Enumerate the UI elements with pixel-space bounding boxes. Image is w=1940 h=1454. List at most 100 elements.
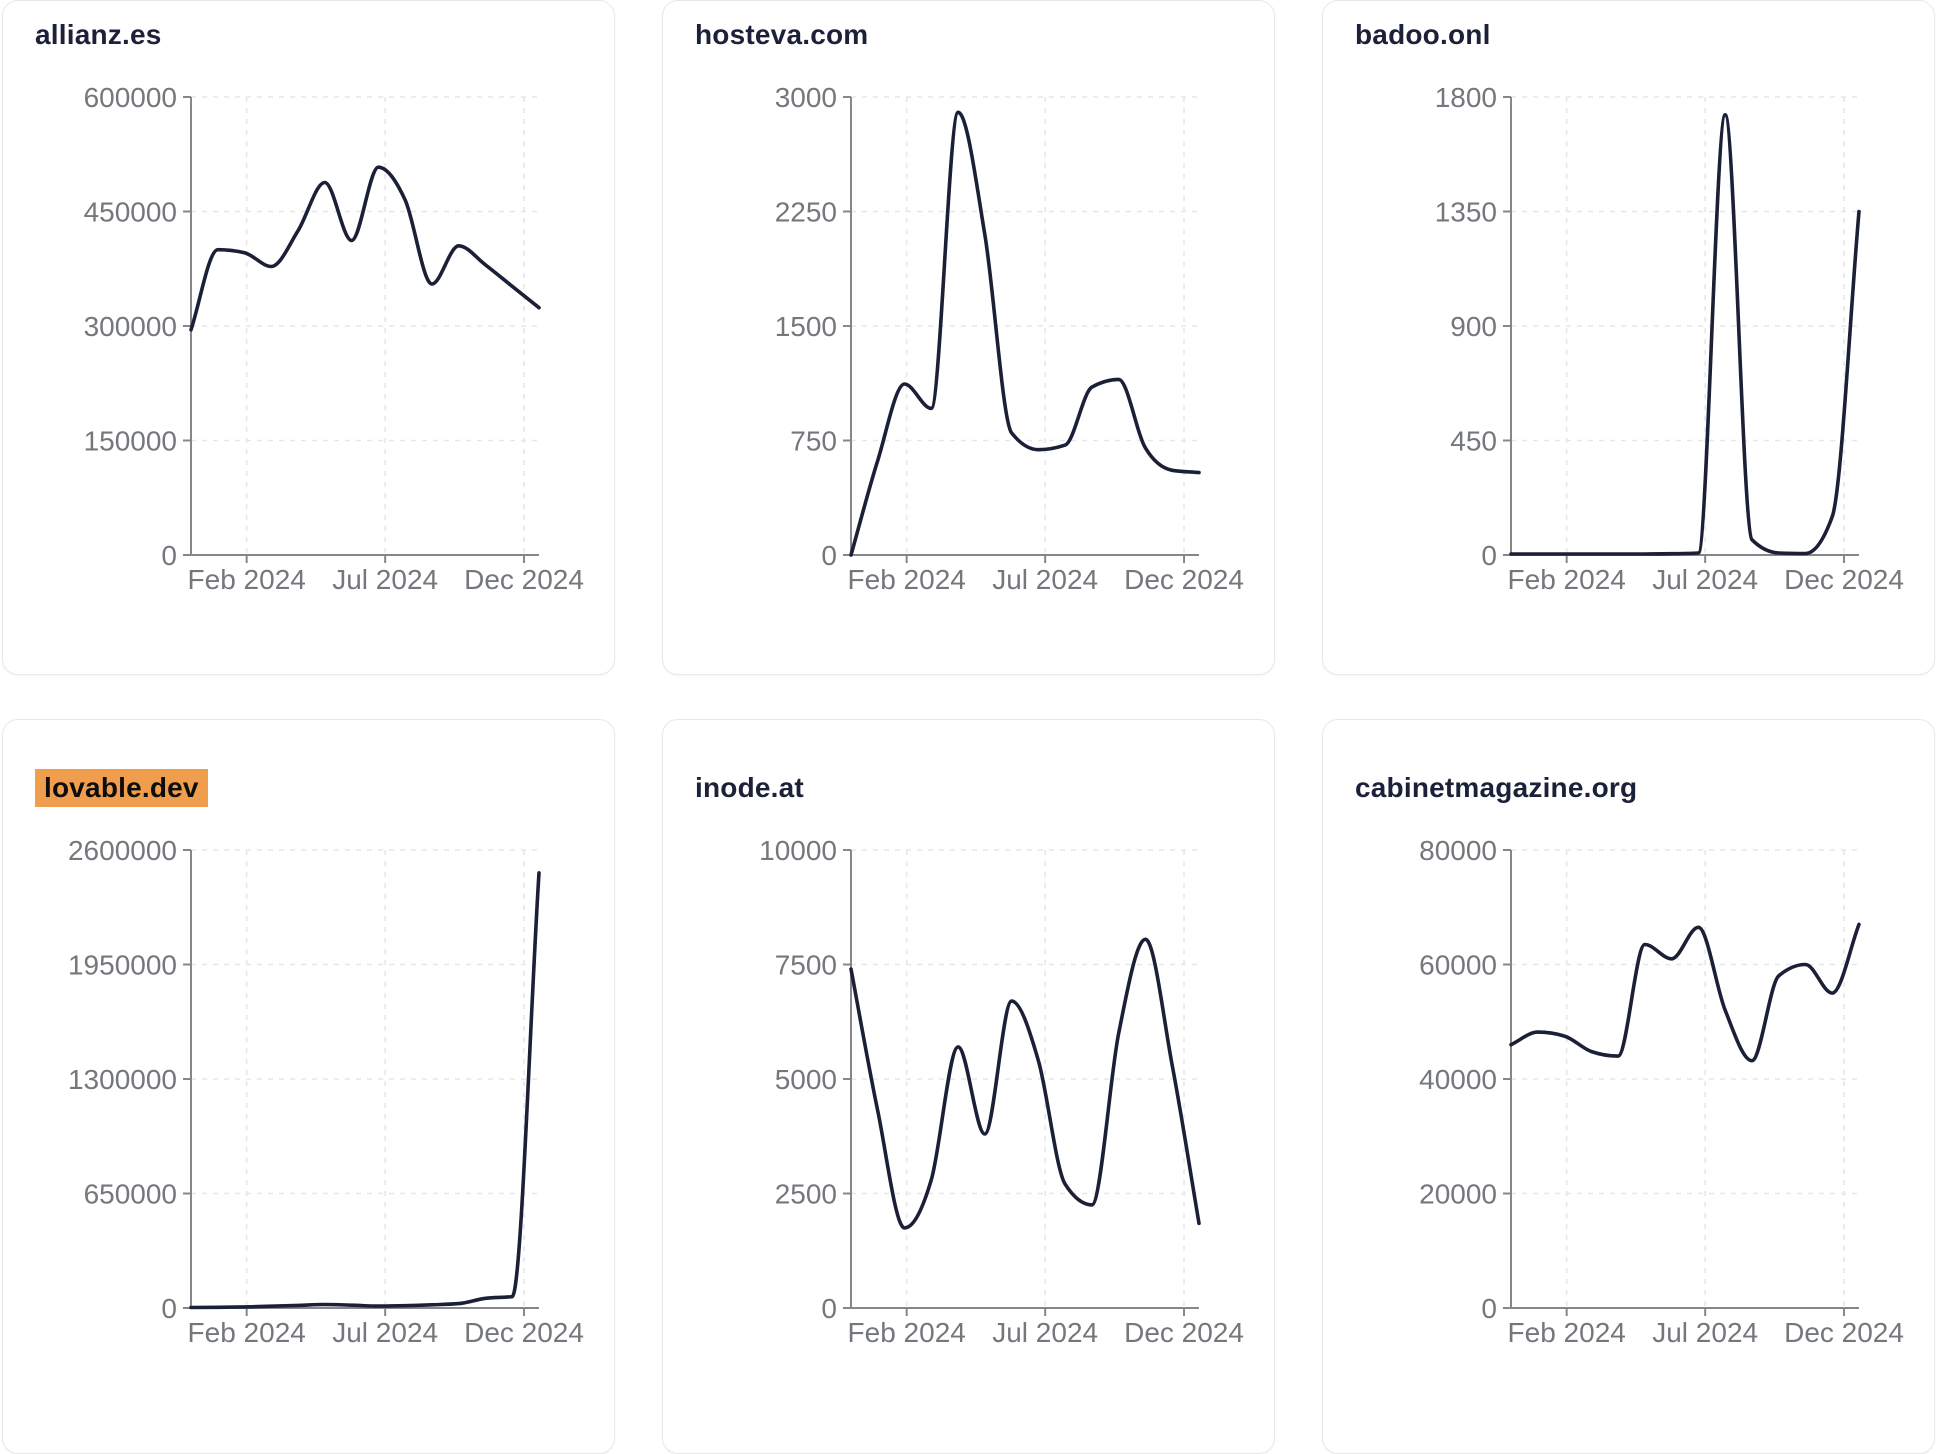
y-tick-label: 1800 <box>1435 82 1497 113</box>
y-tick-label: 3000 <box>775 82 837 113</box>
x-tick-label: Feb 2024 <box>188 1317 306 1348</box>
y-tick-label: 750 <box>790 425 837 456</box>
y-tick-label: 0 <box>1481 1293 1497 1324</box>
h-gridlines <box>191 96 539 442</box>
y-tick-label: 10000 <box>759 835 837 866</box>
axes <box>183 96 539 563</box>
y-tick-label: 650000 <box>84 1178 177 1209</box>
data-line <box>1509 113 1861 556</box>
data-line <box>1509 922 1861 1063</box>
h-gridlines <box>851 96 1199 442</box>
x-tick-label: Dec 2024 <box>1124 564 1244 595</box>
chart-card-cabinetmagazine: cabinetmagazine.org 0 20000 40000 60000 8000… <box>1322 719 1935 1454</box>
y-tick-label: 40000 <box>1419 1064 1497 1095</box>
y-tick-label: 1300000 <box>68 1064 177 1095</box>
chart-title: lovable.dev <box>35 769 590 807</box>
x-tick-label: Jul 2024 <box>332 1317 438 1348</box>
y-tick-label: 0 <box>161 1293 177 1324</box>
axes <box>1503 96 1859 563</box>
y-tick-label: 0 <box>821 540 837 571</box>
line-chart-svg: 0 150000 300000 450000 600000 Feb 2024 Jul 202… <box>84 82 584 595</box>
data-line <box>849 937 1201 1230</box>
y-tick-label: 80000 <box>1419 835 1497 866</box>
chart-title: hosteva.com <box>695 17 1250 53</box>
y-tick-label: 1350 <box>1435 196 1497 227</box>
x-tick-label: Dec 2024 <box>1784 564 1904 595</box>
h-gridlines <box>1511 849 1859 1195</box>
line-chart-svg: 0 450 900 1350 1800 Feb 2024 Jul 2024 Dec 2024 <box>1435 82 1904 595</box>
domain-label: allianz.es <box>35 19 162 50</box>
y-tick-label: 2500 <box>775 1178 837 1209</box>
h-gridlines <box>1511 96 1859 442</box>
x-tick-label: Dec 2024 <box>1784 1317 1904 1348</box>
line-chart-svg: 0 650000 1300000 1950000 2600000 Feb 2024 Jul … <box>68 835 584 1348</box>
h-gridlines <box>851 849 1199 1195</box>
y-tick-label: 1950000 <box>68 949 177 980</box>
x-tick-label: Jul 2024 <box>992 564 1098 595</box>
y-tick-label: 20000 <box>1419 1178 1497 1209</box>
y-tick-label: 450 <box>1450 425 1497 456</box>
x-tick-label: Jul 2024 <box>992 1317 1098 1348</box>
y-tick-label: 600000 <box>84 82 177 113</box>
y-tick-label: 0 <box>1481 540 1497 571</box>
chart-title: inode.at <box>695 770 1250 806</box>
data-line <box>849 110 1201 557</box>
axes <box>843 96 1199 563</box>
axes <box>183 849 539 1316</box>
x-tick-label: Dec 2024 <box>464 564 584 595</box>
x-tick-label: Feb 2024 <box>1508 564 1626 595</box>
y-tick-label: 60000 <box>1419 949 1497 980</box>
x-tick-label: Jul 2024 <box>1652 1317 1758 1348</box>
chart-card-inode: inode.at 0 2500 5000 7500 10000 Feb 2024 Jul 2… <box>662 719 1275 1454</box>
chart-card-allianz: allianz.es 0 150000 300000 450000 600000 Feb … <box>2 0 615 675</box>
v-gridlines <box>245 97 525 555</box>
data-line <box>189 871 541 1310</box>
tick-labels: 0 650000 1300000 1950000 2600000 Feb 2024 Jul … <box>68 835 584 1348</box>
tick-labels: 0 150000 300000 450000 600000 Feb 2024 Jul 202… <box>84 82 584 595</box>
domain-label: hosteva.com <box>695 19 869 50</box>
h-gridlines <box>191 849 539 1195</box>
x-tick-label: Feb 2024 <box>188 564 306 595</box>
domain-label: badoo.onl <box>1355 19 1491 50</box>
line-chart-svg: 0 20000 40000 60000 80000 Feb 2024 Jul 2024 Dec… <box>1419 835 1904 1348</box>
x-tick-label: Feb 2024 <box>848 1317 966 1348</box>
y-tick-label: 5000 <box>775 1064 837 1095</box>
chart-title: badoo.onl <box>1355 17 1910 53</box>
data-line <box>189 165 541 332</box>
x-tick-label: Jul 2024 <box>1652 564 1758 595</box>
x-tick-label: Dec 2024 <box>1124 1317 1244 1348</box>
domain-label: cabinetmagazine.org <box>1355 772 1638 803</box>
y-tick-label: 450000 <box>84 196 177 227</box>
v-gridlines <box>905 97 1185 555</box>
tick-labels: 0 750 1500 2250 3000 Feb 2024 Jul 2024 Dec 2024 <box>775 82 1244 595</box>
y-tick-label: 7500 <box>775 949 837 980</box>
tick-labels: 0 2500 5000 7500 10000 Feb 2024 Jul 2024 Dec 20… <box>759 835 1244 1348</box>
tick-labels: 0 450 900 1350 1800 Feb 2024 Jul 2024 Dec 2024 <box>1435 82 1904 595</box>
chart-card-hosteva: hosteva.com 0 750 1500 2250 3000 Feb 2024 Jul … <box>662 0 1275 675</box>
y-tick-label: 1500 <box>775 311 837 342</box>
y-tick-label: 900 <box>1450 311 1497 342</box>
y-tick-label: 2600000 <box>68 835 177 866</box>
v-gridlines <box>1565 850 1845 1308</box>
domain-label: inode.at <box>695 772 804 803</box>
highlighted-domain-label: lovable.dev <box>35 769 208 807</box>
x-tick-label: Dec 2024 <box>464 1317 584 1348</box>
line-chart-svg: 0 750 1500 2250 3000 Feb 2024 Jul 2024 Dec 2024 <box>775 82 1244 595</box>
y-tick-label: 0 <box>161 540 177 571</box>
x-tick-label: Feb 2024 <box>1508 1317 1626 1348</box>
y-tick-label: 150000 <box>84 425 177 456</box>
y-tick-label: 300000 <box>84 311 177 342</box>
line-chart-svg: 0 2500 5000 7500 10000 Feb 2024 Jul 2024 Dec 20… <box>759 835 1244 1348</box>
y-tick-label: 0 <box>821 1293 837 1324</box>
chart-title: allianz.es <box>35 17 590 53</box>
v-gridlines <box>245 850 525 1308</box>
chart-card-lovable: lovable.dev 0 650000 1300000 1950000 2600000… <box>2 719 615 1454</box>
x-tick-label: Jul 2024 <box>332 564 438 595</box>
chart-card-badoo: badoo.onl 0 450 900 1350 1800 Feb 2024 Jul 202… <box>1322 0 1935 675</box>
y-tick-label: 2250 <box>775 196 837 227</box>
tick-labels: 0 20000 40000 60000 80000 Feb 2024 Jul 2024 Dec… <box>1419 835 1904 1348</box>
chart-title: cabinetmagazine.org <box>1355 770 1910 806</box>
axes <box>843 849 1199 1316</box>
axes <box>1503 849 1859 1316</box>
